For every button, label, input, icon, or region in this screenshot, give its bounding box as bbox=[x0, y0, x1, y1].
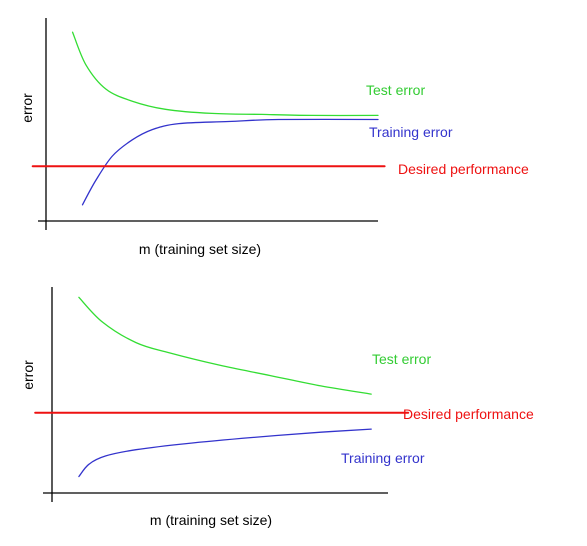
chart-1-series-training-error bbox=[81, 118, 379, 206]
chart-1-x-label: m (training set size) bbox=[139, 241, 261, 257]
chart-1-series-group bbox=[31, 31, 386, 206]
chart-1-label-test-error: Test error bbox=[366, 82, 425, 98]
chart-2-label-test-error: Test error bbox=[372, 351, 431, 367]
chart-2-series-test-error bbox=[78, 296, 372, 395]
chart-1-label-training-error: Training error bbox=[369, 124, 453, 140]
chart-1-y-label: error bbox=[19, 93, 35, 123]
chart-2-y-label: error bbox=[20, 360, 36, 390]
chart-2-series-training-error bbox=[78, 428, 372, 478]
chart-2: error m (training set size) Test error T… bbox=[20, 287, 534, 528]
chart-1: error m (training set size) Test error T… bbox=[19, 18, 529, 257]
chart-2-label-training-error: Training error bbox=[341, 450, 425, 466]
chart-2-series-group bbox=[34, 296, 410, 478]
chart-2-x-label: m (training set size) bbox=[150, 512, 272, 528]
chart-2-label-desired-performance: Desired performance bbox=[403, 406, 534, 422]
chart-1-label-desired-performance: Desired performance bbox=[398, 161, 529, 177]
chart-1-series-test-error bbox=[71, 31, 379, 117]
